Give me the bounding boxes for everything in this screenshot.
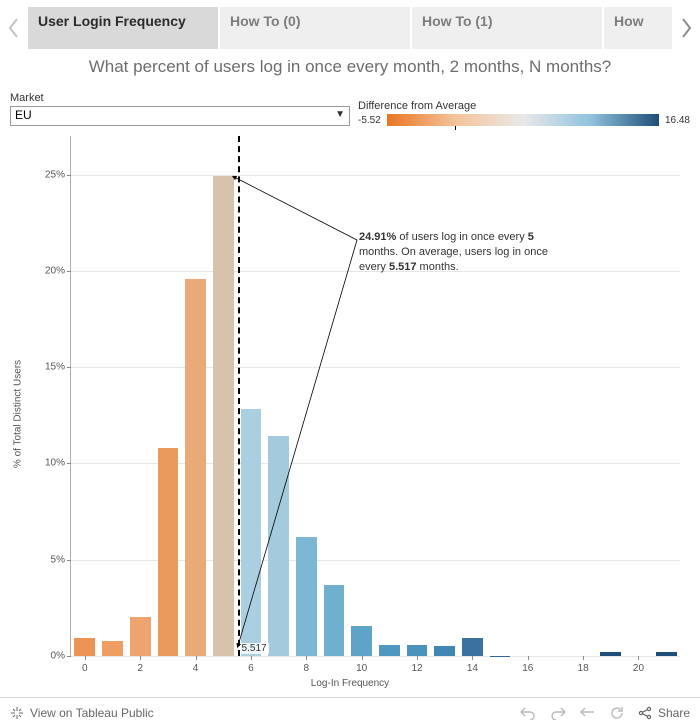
undo-icon: [520, 706, 536, 720]
y-tick-label: 0%: [31, 651, 65, 662]
market-control: Market EU ▼: [10, 92, 350, 126]
bar[interactable]: [185, 279, 206, 656]
color-legend: Difference from Average -5.52 16.48: [358, 100, 690, 126]
average-value-label: 5.517: [240, 643, 269, 654]
undo-button[interactable]: [520, 706, 536, 720]
legend-gradient: [387, 114, 659, 126]
tab-3[interactable]: How: [604, 7, 672, 49]
refresh-icon: [610, 706, 624, 720]
legend-min: -5.52: [358, 115, 381, 126]
x-tick-label: 6: [248, 663, 254, 674]
view-on-tableau-button[interactable]: View on Tableau Public: [10, 706, 154, 720]
chart-area: % of Total Distinct Users 0% 5% 10% 15% 20% 2…: [0, 130, 700, 697]
tab-scroll-left[interactable]: [0, 0, 28, 56]
bar[interactable]: [379, 645, 400, 656]
redo-icon: [550, 706, 566, 720]
x-tick-label: 8: [304, 663, 310, 674]
y-tick-label: 20%: [31, 265, 65, 276]
footer-toolbar: View on Tableau Public Share: [0, 697, 700, 727]
y-tick-label: 15%: [31, 362, 65, 373]
refresh-button[interactable]: [610, 706, 624, 720]
tableau-icon: [10, 706, 24, 720]
bar[interactable]: [241, 409, 262, 656]
market-value: EU: [15, 108, 32, 122]
bar[interactable]: [130, 617, 151, 656]
bar[interactable]: [268, 436, 289, 656]
view-on-tableau-label: View on Tableau Public: [30, 706, 154, 720]
bar[interactable]: [656, 652, 677, 656]
x-tick-label: 16: [522, 663, 533, 674]
revert-button[interactable]: [580, 706, 596, 720]
legend-title: Difference from Average: [358, 100, 690, 112]
bar[interactable]: [434, 646, 455, 656]
share-icon: [638, 706, 652, 720]
page-title: What percent of users log in once every …: [0, 56, 700, 92]
redo-button[interactable]: [550, 706, 566, 720]
market-select[interactable]: EU ▼: [10, 106, 350, 126]
y-tick-label: 25%: [31, 169, 65, 180]
legend-max: 16.48: [665, 115, 690, 126]
y-tick-label: 10%: [31, 458, 65, 469]
bar[interactable]: [462, 638, 483, 656]
x-axis-title: Log-In Frequency: [311, 678, 389, 689]
bar[interactable]: [296, 537, 317, 656]
x-tick-label: 4: [193, 663, 199, 674]
bar[interactable]: [324, 585, 345, 656]
bar[interactable]: [600, 652, 621, 656]
share-label: Share: [658, 706, 690, 720]
x-tick-label: 20: [633, 663, 644, 674]
bar[interactable]: [102, 641, 123, 656]
bar[interactable]: [213, 176, 234, 656]
bar[interactable]: [158, 448, 179, 656]
x-tick-label: 0: [82, 663, 88, 674]
x-tick-label: 12: [411, 663, 422, 674]
tab-1[interactable]: How To (0): [220, 7, 410, 49]
x-tick-label: 10: [356, 663, 367, 674]
x-tick-label: 14: [467, 663, 478, 674]
bar[interactable]: [74, 638, 95, 656]
tab-scroll-right[interactable]: [672, 0, 700, 56]
y-tick-label: 5%: [31, 554, 65, 565]
tab-0[interactable]: User Login Frequency: [28, 7, 218, 49]
x-tick-label: 2: [137, 663, 143, 674]
dropdown-caret-icon: ▼: [335, 109, 345, 120]
y-axis-title: % of Total Distinct Users: [13, 359, 24, 467]
chart-annotation: 24.91% of users log in once every 5 mont…: [359, 230, 569, 275]
average-reference-line: [238, 136, 240, 656]
share-button[interactable]: Share: [638, 706, 690, 720]
tab-2[interactable]: How To (1): [412, 7, 602, 49]
revert-icon: [580, 706, 596, 720]
market-label: Market: [10, 92, 350, 104]
tab-strip: User Login FrequencyHow To (0)How To (1)…: [28, 7, 672, 49]
x-tick-label: 18: [578, 663, 589, 674]
bar[interactable]: [407, 645, 428, 656]
bar[interactable]: [351, 626, 372, 656]
